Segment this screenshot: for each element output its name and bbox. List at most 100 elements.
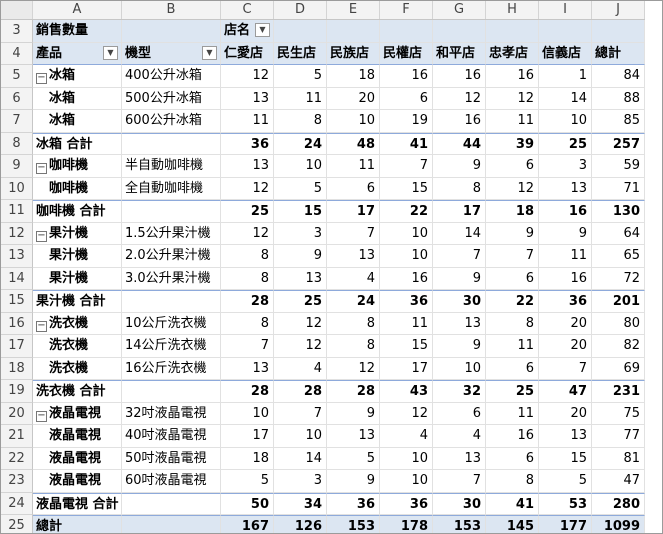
- model-cell[interactable]: 16公斤洗衣機: [122, 357, 221, 380]
- store-header[interactable]: 民生店: [274, 42, 327, 65]
- row-header[interactable]: 16: [1, 312, 33, 335]
- cell[interactable]: [122, 20, 221, 43]
- value-cell[interactable]: 15: [539, 447, 592, 470]
- value-cell[interactable]: 12: [274, 312, 327, 335]
- value-cell[interactable]: 13: [221, 357, 274, 380]
- value-cell[interactable]: 17: [433, 200, 486, 223]
- value-cell[interactable]: 41: [380, 132, 433, 155]
- value-cell[interactable]: 14: [539, 87, 592, 110]
- subtotal-label[interactable]: 冰箱 合計: [33, 132, 122, 155]
- store-header[interactable]: 仁愛店: [221, 42, 274, 65]
- product-group-cell[interactable]: − 咖啡機: [33, 155, 122, 178]
- value-cell[interactable]: 11: [327, 155, 380, 178]
- subtotal-label[interactable]: 果汁機 合計: [33, 290, 122, 313]
- value-cell[interactable]: 9: [539, 222, 592, 245]
- row-header[interactable]: 25: [1, 515, 33, 533]
- value-cell[interactable]: 6: [433, 402, 486, 425]
- column-header[interactable]: F: [380, 1, 433, 19]
- value-cell[interactable]: 12: [221, 177, 274, 200]
- value-cell[interactable]: 22: [380, 200, 433, 223]
- value-cell[interactable]: 25: [221, 200, 274, 223]
- product-label[interactable]: 咖啡機: [33, 177, 122, 200]
- column-header[interactable]: B: [122, 1, 221, 19]
- cell[interactable]: [433, 20, 486, 43]
- value-cell[interactable]: 34: [274, 492, 327, 515]
- column-header[interactable]: C: [221, 1, 274, 19]
- value-cell[interactable]: 16: [486, 425, 539, 448]
- model-cell[interactable]: 32吋液晶電視: [122, 402, 221, 425]
- value-cell[interactable]: 18: [486, 200, 539, 223]
- value-cell[interactable]: 9: [486, 222, 539, 245]
- value-cell[interactable]: 10: [380, 245, 433, 268]
- value-cell[interactable]: 47: [539, 380, 592, 403]
- row-total-cell[interactable]: 82: [592, 335, 645, 358]
- product-label[interactable]: 液晶電視: [33, 470, 122, 493]
- value-cell[interactable]: 10: [380, 470, 433, 493]
- value-cell[interactable]: 24: [274, 132, 327, 155]
- cell[interactable]: [539, 20, 592, 43]
- column-header[interactable]: H: [486, 1, 539, 19]
- value-cell[interactable]: 7: [486, 245, 539, 268]
- value-cell[interactable]: 12: [486, 177, 539, 200]
- value-cell[interactable]: 7: [433, 245, 486, 268]
- value-cell[interactable]: 13: [274, 267, 327, 290]
- value-cell[interactable]: 32: [433, 380, 486, 403]
- value-cell[interactable]: 6: [380, 87, 433, 110]
- row-total-cell[interactable]: 88: [592, 87, 645, 110]
- pivot-column-field[interactable]: 店名 ▼: [221, 20, 274, 43]
- column-header[interactable]: D: [274, 1, 327, 19]
- row-header[interactable]: 10: [1, 177, 33, 200]
- model-cell[interactable]: [122, 200, 221, 223]
- row-header[interactable]: 21: [1, 425, 33, 448]
- value-cell[interactable]: 43: [380, 380, 433, 403]
- value-cell[interactable]: 18: [221, 447, 274, 470]
- row-header[interactable]: 3: [1, 20, 33, 43]
- row-total-cell[interactable]: 59: [592, 155, 645, 178]
- column-header[interactable]: E: [327, 1, 380, 19]
- value-cell[interactable]: 20: [327, 87, 380, 110]
- value-cell[interactable]: 9: [274, 245, 327, 268]
- value-cell[interactable]: 9: [327, 470, 380, 493]
- column-header[interactable]: G: [433, 1, 486, 19]
- value-cell[interactable]: 18: [327, 65, 380, 88]
- grand-total-label[interactable]: 總計: [33, 515, 122, 533]
- value-cell[interactable]: 7: [380, 155, 433, 178]
- model-cell[interactable]: 600公升冰箱: [122, 110, 221, 133]
- row-header[interactable]: 6: [1, 87, 33, 110]
- value-cell[interactable]: 8: [327, 335, 380, 358]
- row-total-cell[interactable]: 75: [592, 402, 645, 425]
- value-cell[interactable]: 15: [274, 200, 327, 223]
- value-cell[interactable]: 11: [539, 245, 592, 268]
- value-cell[interactable]: 28: [274, 380, 327, 403]
- model-cell[interactable]: 400公升冰箱: [122, 65, 221, 88]
- model-cell[interactable]: 全自動咖啡機: [122, 177, 221, 200]
- row-total-cell[interactable]: 80: [592, 312, 645, 335]
- subtotal-label[interactable]: 液晶電視 合計: [33, 492, 122, 515]
- value-cell[interactable]: 10: [274, 425, 327, 448]
- product-label[interactable]: 冰箱: [33, 87, 122, 110]
- store-header[interactable]: 民權店: [380, 42, 433, 65]
- product-label[interactable]: 液晶電視: [33, 447, 122, 470]
- row-total-cell[interactable]: 231: [592, 380, 645, 403]
- value-cell[interactable]: 12: [221, 65, 274, 88]
- cell[interactable]: [274, 20, 327, 43]
- value-cell[interactable]: 14: [274, 447, 327, 470]
- value-cell[interactable]: 11: [221, 110, 274, 133]
- model-cell[interactable]: [122, 132, 221, 155]
- model-cell[interactable]: 10公斤洗衣機: [122, 312, 221, 335]
- value-cell[interactable]: 8: [327, 312, 380, 335]
- row-header[interactable]: 20: [1, 402, 33, 425]
- select-all-corner[interactable]: [1, 1, 33, 19]
- row-header[interactable]: 7: [1, 110, 33, 133]
- value-cell[interactable]: 16: [433, 110, 486, 133]
- value-cell[interactable]: 13: [539, 425, 592, 448]
- model-cell[interactable]: 3.0公升果汁機: [122, 267, 221, 290]
- value-cell[interactable]: 4: [380, 425, 433, 448]
- value-cell[interactable]: 15: [380, 335, 433, 358]
- store-header[interactable]: 忠孝店: [486, 42, 539, 65]
- value-cell[interactable]: 11: [380, 312, 433, 335]
- row-total-cell[interactable]: 81: [592, 447, 645, 470]
- value-cell[interactable]: 5: [274, 177, 327, 200]
- row-total-cell[interactable]: 85: [592, 110, 645, 133]
- row-total-cell[interactable]: 47: [592, 470, 645, 493]
